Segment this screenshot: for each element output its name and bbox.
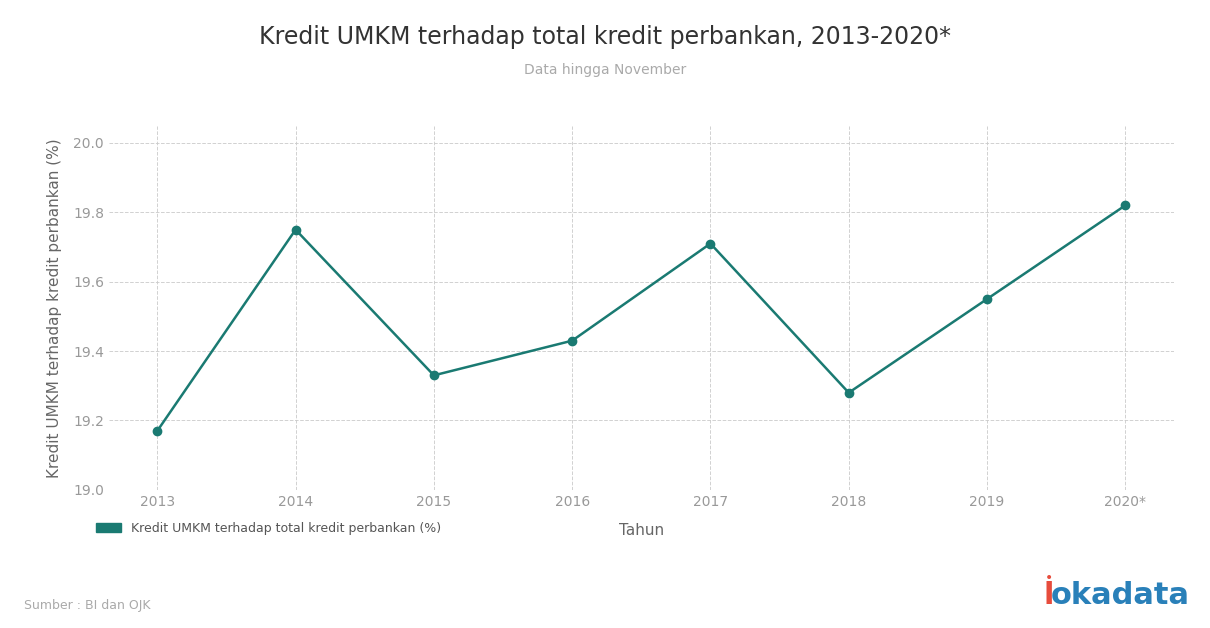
Text: l: l <box>1043 582 1054 610</box>
Text: •: • <box>1045 571 1053 585</box>
Y-axis label: Kredit UMKM terhadap kredit perbankan (%): Kredit UMKM terhadap kredit perbankan (%… <box>47 138 62 477</box>
Text: okadata: okadata <box>1050 582 1189 610</box>
Text: Sumber : BI dan OJK: Sumber : BI dan OJK <box>24 599 151 612</box>
Text: Kredit UMKM terhadap total kredit perbankan, 2013-2020*: Kredit UMKM terhadap total kredit perban… <box>259 25 951 49</box>
Legend: Kredit UMKM terhadap total kredit perbankan (%): Kredit UMKM terhadap total kredit perban… <box>91 517 446 540</box>
X-axis label: Tahun: Tahun <box>618 522 664 538</box>
Text: Data hingga November: Data hingga November <box>524 63 686 77</box>
